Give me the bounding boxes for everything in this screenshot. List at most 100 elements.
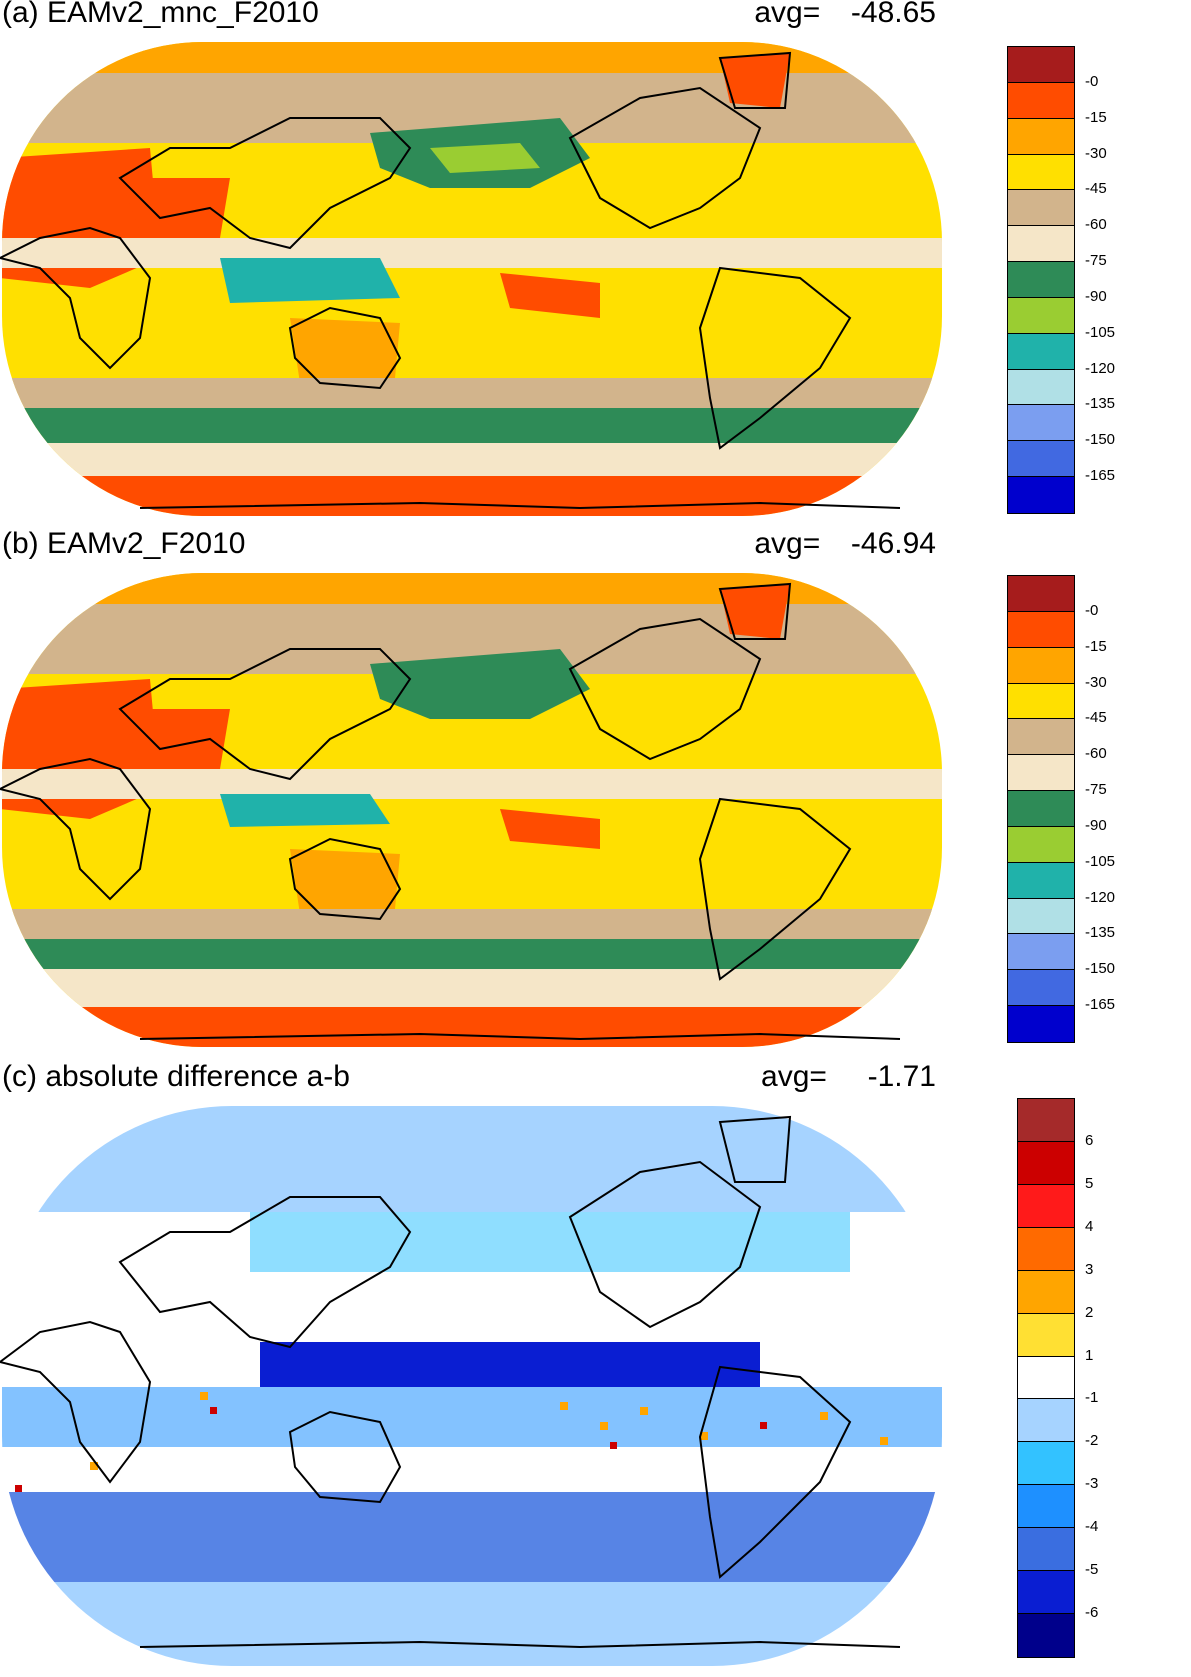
panel-title: (a) EAMv2_mnc_F2010: [2, 0, 319, 29]
colorbar-tick-label: -105: [1085, 852, 1116, 870]
colorbar-tick-label: 2: [1085, 1303, 1094, 1321]
colorbar-segment: [1008, 826, 1074, 863]
panel-average: avg= -1.71: [761, 1060, 936, 1094]
panel-title: (b) EAMv2_F2010: [2, 527, 246, 560]
equatorial-tan-band: [2, 238, 942, 268]
east-pacific-orange: [500, 273, 600, 318]
colorbar-segment: [1008, 262, 1074, 298]
colorbar-segment: [1018, 1227, 1074, 1271]
colorbar-segment: [1008, 82, 1074, 119]
avg-value: -46.94: [850, 527, 936, 560]
midlat-blue: [250, 1212, 850, 1272]
north-pacific-green: [370, 649, 590, 719]
colorbar-segment: [1018, 1571, 1074, 1615]
colorbar-segment: [1008, 934, 1074, 971]
colorbar-tick-label: 1: [1085, 1346, 1094, 1364]
north-light-blue: [2, 1106, 942, 1212]
colorbar-tick-label: -165: [1085, 996, 1116, 1014]
australia-orange: [290, 318, 400, 383]
greenland-orange: [720, 584, 790, 639]
colorbar-tick-label: -45: [1085, 709, 1107, 727]
global-map: [0, 42, 942, 516]
colorbar-segment: [1008, 862, 1074, 899]
colorbar-segment: [1008, 719, 1074, 756]
colorbar-segment: [1018, 1270, 1074, 1314]
colorbar-tick-label: -5: [1085, 1561, 1099, 1579]
arctic-band: [2, 42, 942, 73]
colorbar-tick-label: -15: [1085, 637, 1107, 655]
colorbar-segment: [1008, 576, 1074, 612]
colorbar-tick-label: -135: [1085, 924, 1116, 942]
colorbar-tick-label: -60: [1085, 216, 1107, 234]
colorbar-tick-label: -0: [1085, 601, 1099, 619]
colorbar-segment: [1018, 1442, 1074, 1486]
southern-sky: [2, 1582, 942, 1666]
colorbar-segment: [1008, 226, 1074, 263]
colorbar-segment: [1008, 755, 1074, 792]
colorbar-segment: [1008, 190, 1074, 227]
colorbar-tick-label: -135: [1085, 395, 1116, 413]
colorbar-segment: [1008, 791, 1074, 827]
tropical-blue: [2, 1387, 942, 1447]
north-pacific-lightgreen: [430, 143, 540, 173]
colorbar-segment: [1018, 1184, 1074, 1228]
colorbar-segment: [1008, 898, 1074, 935]
scattered-orange-speckle: [90, 1392, 888, 1470]
colorbar-tick-label: 5: [1085, 1174, 1094, 1192]
colorbar-tick-label: -2: [1085, 1432, 1099, 1450]
colorbar-tick-label: -90: [1085, 287, 1107, 305]
colorbar-segment: [1008, 1006, 1074, 1042]
colorbar-segment: [1008, 647, 1074, 684]
scattered-red-speckle: [15, 1407, 767, 1492]
greenland-orange: [720, 53, 790, 108]
colorbar-segment: [1008, 441, 1074, 478]
colorbar-tick-label: -15: [1085, 108, 1107, 126]
colorbar-tick-label: -120: [1085, 888, 1116, 906]
colorbar-tick-label: 4: [1085, 1217, 1094, 1235]
colorbar-segment: [1008, 369, 1074, 406]
colorbar-segment: [1018, 1099, 1074, 1142]
panel-average: avg= -48.65: [754, 0, 936, 30]
antarctica-band: [2, 476, 942, 516]
tropical-deep-blue: [260, 1342, 760, 1387]
equatorial-tan-band: [2, 769, 942, 799]
colorbar-segment: [1018, 1485, 1074, 1529]
panel-a: (a) EAMv2_mnc_F2010 avg= -48.65: [0, 0, 1191, 540]
colorbar-segment: [1018, 1614, 1074, 1657]
colorbar-segment: [1008, 477, 1074, 513]
colorbar-tick-label: 3: [1085, 1260, 1094, 1278]
arctic-band: [2, 573, 942, 604]
colorbar-segment: [1008, 683, 1074, 720]
global-map: [0, 573, 942, 1047]
avg-label: avg=: [761, 1060, 827, 1093]
colorbar-tick-label: -6: [1085, 1604, 1099, 1622]
colorbar-segment: [1018, 1141, 1074, 1185]
colorbar-tick-label: -30: [1085, 144, 1107, 162]
colorbar-tick-label: 6: [1085, 1131, 1094, 1149]
southern-tan-band: [2, 909, 942, 939]
colorbar-tick-label: -105: [1085, 323, 1116, 341]
colorbar-segment: [1008, 154, 1074, 191]
colorbar-tick-label: -150: [1085, 431, 1116, 449]
southern-green-band: [2, 408, 942, 443]
colorbar-segment: [1008, 970, 1074, 1007]
panel-average: avg= -46.94: [754, 527, 936, 561]
colorbar-tick-label: -30: [1085, 673, 1107, 691]
colorbar-tick-label: -165: [1085, 467, 1116, 485]
panel-title: (c) absolute difference a-b: [2, 1060, 350, 1093]
colorbar-segment: [1008, 47, 1074, 83]
colorbar-segment: [1008, 611, 1074, 648]
southern-blue: [2, 1492, 942, 1582]
colorbar-tick-label: -60: [1085, 745, 1107, 763]
colorbar-tick-label: -150: [1085, 960, 1116, 978]
colorbar-segment: [1018, 1313, 1074, 1357]
colorbar: [1007, 46, 1075, 514]
coastlines: [0, 582, 901, 1041]
colorbar-tick-label: -90: [1085, 816, 1107, 834]
avg-value: -1.71: [867, 1060, 936, 1093]
colorbar: [1017, 1098, 1075, 1658]
global-map: [0, 1106, 942, 1666]
colorbar-tick-label: -75: [1085, 781, 1107, 799]
colorbar-segment: [1008, 405, 1074, 442]
avg-label: avg=: [754, 527, 821, 560]
